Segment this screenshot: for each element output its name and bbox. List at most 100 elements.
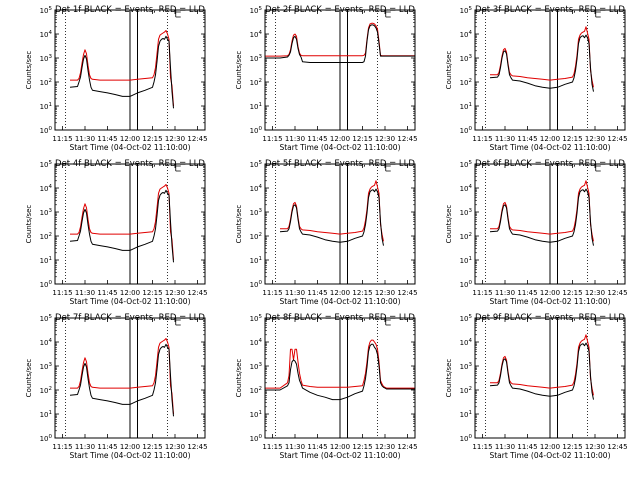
x-tick-label: 12:00 [330, 443, 350, 451]
x-tick-label: 12:45 [187, 443, 207, 451]
x-tick-label: 11:45 [307, 443, 327, 451]
y-tick-label: 101 [250, 102, 262, 111]
x-tick-label: 12:15 [352, 443, 372, 451]
x-tick-label: 12:30 [165, 443, 185, 451]
y-tick-label: 101 [40, 410, 52, 419]
y-tick-label: 100 [250, 280, 263, 289]
x-tick-label: 12:00 [540, 135, 560, 143]
y-tick-label: 103 [40, 54, 53, 63]
x-tick-label: 11:30 [495, 289, 515, 297]
x-tick-label: 11:30 [285, 135, 305, 143]
x-tick-label: 12:45 [607, 443, 627, 451]
y-tick-label: 102 [40, 78, 52, 87]
x-tick-label: 12:45 [187, 289, 207, 297]
bracket-marker [175, 318, 181, 326]
bracket-marker [595, 164, 601, 172]
y-tick-label: 105 [40, 6, 53, 15]
detector-panel: Det 5f BLACK = Events, RED = LLD10010110… [235, 159, 418, 306]
y-tick-label: 101 [40, 102, 52, 111]
x-tick-label: 11:15 [262, 289, 282, 297]
y-tick-label: 100 [40, 126, 53, 135]
x-axis-title: Start Time (04-Oct-02 11:10:00) [69, 143, 190, 152]
x-axis-title: Start Time (04-Oct-02 11:10:00) [489, 143, 610, 152]
lld-series-line [280, 180, 384, 242]
lld-series-line [490, 334, 594, 396]
y-tick-label: 102 [250, 232, 262, 241]
y-tick-label: 105 [250, 6, 263, 15]
x-tick-label: 12:30 [585, 443, 605, 451]
y-tick-label: 105 [250, 160, 263, 169]
detector-panel: Det 4f BLACK = Events, RED = LLD10010110… [25, 159, 208, 306]
y-axis-title: Counts/sec [25, 205, 33, 244]
x-tick-label: 12:45 [397, 443, 417, 451]
y-tick-label: 103 [250, 54, 263, 63]
bracket-marker [175, 10, 181, 18]
x-tick-label: 12:15 [142, 135, 162, 143]
y-tick-label: 103 [460, 362, 473, 371]
x-tick-label: 12:30 [165, 289, 185, 297]
y-tick-label: 101 [250, 256, 262, 265]
y-tick-label: 105 [460, 314, 473, 323]
y-tick-label: 100 [250, 434, 263, 443]
y-tick-label: 105 [40, 160, 53, 169]
x-tick-label: 11:15 [52, 443, 72, 451]
detector-panel: Det 8f BLACK = Events, RED = LLD10010110… [235, 313, 418, 460]
y-axis-title: Counts/sec [25, 359, 33, 398]
y-axis-title: Counts/sec [235, 359, 243, 398]
y-tick-label: 104 [250, 30, 263, 39]
x-tick-label: 12:15 [142, 443, 162, 451]
x-tick-label: 11:45 [97, 135, 117, 143]
events-series-line [489, 188, 594, 246]
x-tick-label: 12:00 [540, 443, 560, 451]
x-tick-label: 11:15 [262, 135, 282, 143]
x-tick-label: 11:30 [285, 443, 305, 451]
y-tick-label: 103 [40, 208, 53, 217]
x-tick-label: 12:45 [397, 289, 417, 297]
y-tick-label: 101 [250, 410, 262, 419]
y-tick-label: 103 [40, 362, 53, 371]
x-tick-label: 12:00 [120, 289, 140, 297]
y-tick-label: 102 [40, 386, 52, 395]
detector-panel: Det 3f BLACK = Events, RED = LLD10010110… [445, 5, 628, 152]
lld-series-line [70, 184, 174, 261]
y-tick-label: 100 [460, 280, 473, 289]
y-tick-label: 104 [460, 338, 473, 347]
y-tick-label: 100 [40, 434, 53, 443]
y-tick-label: 102 [460, 386, 472, 395]
y-tick-label: 102 [40, 232, 52, 241]
y-tick-label: 102 [460, 232, 472, 241]
y-axis-title: Counts/sec [235, 51, 243, 90]
y-tick-label: 105 [40, 314, 53, 323]
x-tick-label: 12:15 [352, 289, 372, 297]
x-tick-label: 12:15 [562, 289, 582, 297]
x-tick-label: 11:45 [307, 135, 327, 143]
lld-series-line [490, 26, 594, 88]
events-series-line [69, 343, 174, 417]
events-series-line [489, 342, 594, 400]
x-tick-label: 12:45 [607, 289, 627, 297]
x-tick-label: 12:15 [562, 135, 582, 143]
y-axis-title: Counts/sec [445, 51, 453, 90]
y-tick-label: 100 [460, 126, 473, 135]
events-series-line [489, 34, 594, 92]
bracket-marker [595, 318, 601, 326]
x-axis-title: Start Time (04-Oct-02 11:10:00) [489, 451, 610, 460]
y-tick-label: 101 [40, 256, 52, 265]
y-tick-label: 101 [460, 256, 472, 265]
detector-panel: Det 1f BLACK = Events, RED = LLD10010110… [25, 5, 208, 152]
x-tick-label: 12:00 [330, 289, 350, 297]
y-axis-title: Counts/sec [445, 359, 453, 398]
x-tick-label: 12:30 [375, 289, 395, 297]
lld-series-line [490, 180, 594, 242]
x-tick-label: 12:45 [397, 135, 417, 143]
x-tick-label: 12:00 [120, 443, 140, 451]
y-tick-label: 101 [460, 410, 472, 419]
lld-series-line [70, 338, 174, 415]
x-tick-label: 11:45 [517, 443, 537, 451]
x-tick-label: 11:30 [75, 135, 95, 143]
y-tick-label: 103 [460, 54, 473, 63]
x-tick-label: 12:00 [120, 135, 140, 143]
x-tick-label: 11:15 [472, 443, 492, 451]
y-tick-label: 103 [460, 208, 473, 217]
